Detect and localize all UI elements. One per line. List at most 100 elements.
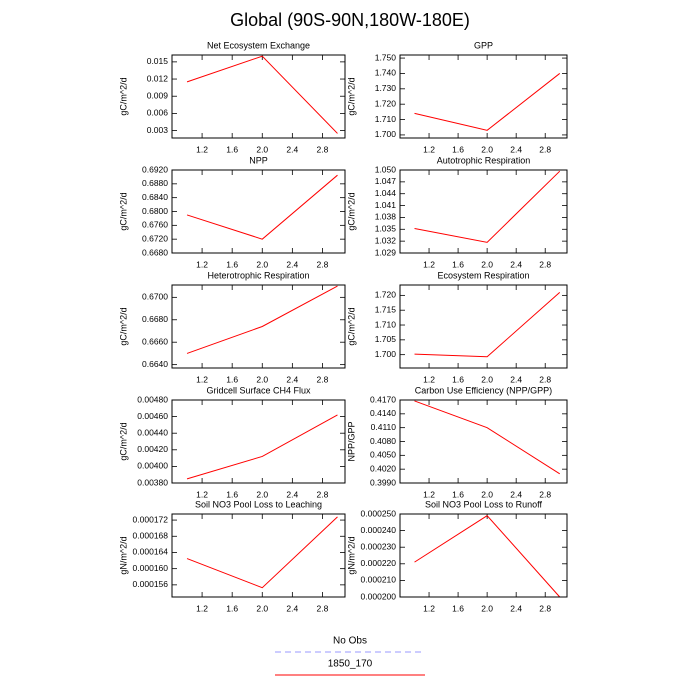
panel-title: Soil NO3 Pool Loss to Runoff bbox=[425, 499, 542, 509]
y-tick-label: 0.015 bbox=[147, 56, 169, 66]
y-tick-label: 1.730 bbox=[375, 83, 397, 93]
data-line bbox=[186, 516, 338, 589]
y-tick-label: 1.720 bbox=[375, 290, 397, 300]
y-tick-label: 0.00460 bbox=[137, 411, 168, 421]
x-tick-label: 2.0 bbox=[481, 144, 493, 154]
legend-label: No Obs bbox=[333, 636, 367, 647]
x-tick-label: 2.0 bbox=[256, 603, 268, 613]
data-line bbox=[414, 170, 561, 243]
y-tick-label: 0.00400 bbox=[137, 461, 168, 471]
panel: Soil NO3 Pool Loss to Leaching gN/m^2/d 0.… bbox=[118, 499, 346, 613]
x-tick-label: 1.2 bbox=[196, 144, 208, 154]
y-tick-label: 0.3990 bbox=[370, 477, 396, 487]
y-axis-label: NPP/GPP bbox=[346, 421, 356, 461]
x-tick-label: 2.8 bbox=[317, 489, 329, 499]
x-tick-label: 2.8 bbox=[317, 374, 329, 384]
y-tick-label: 0.6700 bbox=[142, 292, 168, 302]
y-axis-label: gN/m^2/d bbox=[346, 536, 356, 574]
x-tick-label: 1.2 bbox=[423, 603, 435, 613]
y-tick-label: 0.000220 bbox=[361, 558, 397, 568]
x-tick-label: 2.0 bbox=[481, 603, 493, 613]
x-tick-label: 2.8 bbox=[539, 374, 551, 384]
x-tick-label: 1.2 bbox=[196, 489, 208, 499]
plot-frame bbox=[171, 513, 346, 598]
y-axis-label: gC/m^2/d bbox=[118, 422, 128, 460]
x-tick-label: 2.4 bbox=[510, 374, 522, 384]
y-tick-label: 1.705 bbox=[375, 334, 397, 344]
y-tick-label: 1.700 bbox=[375, 349, 397, 359]
y-tick-label: 0.6680 bbox=[142, 247, 168, 257]
panel-title: GPP bbox=[474, 40, 493, 50]
y-tick-label: 0.000250 bbox=[361, 508, 397, 518]
plot-frame bbox=[399, 399, 568, 484]
y-tick-label: 0.00440 bbox=[137, 427, 168, 437]
y-tick-label: 0.000240 bbox=[361, 525, 397, 535]
plot-frame bbox=[171, 284, 346, 369]
y-tick-label: 0.009 bbox=[147, 90, 169, 100]
x-tick-label: 1.6 bbox=[226, 489, 238, 499]
y-axis-label: gN/m^2/d bbox=[118, 536, 128, 574]
x-tick-label: 1.6 bbox=[452, 374, 464, 384]
y-tick-label: 0.012 bbox=[147, 73, 169, 83]
y-tick-label: 0.6800 bbox=[142, 206, 168, 216]
y-axis-label: gC/m^2/d bbox=[346, 77, 356, 115]
y-tick-label: 0.4050 bbox=[370, 450, 396, 460]
x-tick-label: 1.2 bbox=[423, 144, 435, 154]
x-tick-label: 1.6 bbox=[226, 144, 238, 154]
y-tick-label: 0.000156 bbox=[133, 579, 169, 589]
data-line bbox=[186, 414, 338, 480]
panel: NPP gC/m^2/d 0.6680 0.6720 0.6760 0.6800 0.684… bbox=[118, 155, 346, 269]
x-tick-label: 2.8 bbox=[539, 489, 551, 499]
panel-title: Carbon Use Efficiency (NPP/GPP) bbox=[415, 385, 552, 395]
x-tick-label: 2.0 bbox=[256, 259, 268, 269]
x-tick-label: 2.0 bbox=[256, 489, 268, 499]
y-tick-label: 1.710 bbox=[375, 319, 397, 329]
y-tick-label: 0.00420 bbox=[137, 444, 168, 454]
x-tick-label: 2.8 bbox=[539, 144, 551, 154]
y-tick-label: 0.000230 bbox=[361, 541, 397, 551]
x-tick-label: 1.2 bbox=[196, 374, 208, 384]
x-tick-label: 1.2 bbox=[196, 603, 208, 613]
x-tick-label: 2.4 bbox=[286, 603, 298, 613]
y-tick-label: 0.006 bbox=[147, 108, 169, 118]
y-tick-label: 1.029 bbox=[375, 247, 397, 257]
panel-title: Gridcell Surface CH4 Flux bbox=[206, 385, 311, 395]
x-tick-label: 1.6 bbox=[226, 259, 238, 269]
y-tick-label: 1.041 bbox=[375, 200, 397, 210]
plot-frame bbox=[171, 399, 346, 484]
y-tick-label: 0.000200 bbox=[361, 591, 397, 601]
y-tick-label: 1.050 bbox=[375, 164, 397, 174]
data-line bbox=[414, 400, 561, 475]
x-tick-label: 2.0 bbox=[256, 144, 268, 154]
x-tick-label: 1.2 bbox=[196, 259, 208, 269]
x-tick-label: 1.6 bbox=[452, 603, 464, 613]
y-tick-label: 0.00380 bbox=[137, 477, 168, 487]
panel: Net Ecosystem Exchange gC/m^2/d 0.003 0.006… bbox=[118, 40, 346, 154]
y-tick-label: 1.700 bbox=[375, 129, 397, 139]
y-tick-label: 1.750 bbox=[375, 52, 397, 62]
y-tick-label: 0.4110 bbox=[371, 422, 397, 432]
data-line bbox=[186, 285, 338, 354]
y-tick-label: 0.000168 bbox=[133, 531, 169, 541]
y-tick-label: 0.000210 bbox=[361, 575, 397, 585]
y-tick-label: 0.4170 bbox=[370, 394, 396, 404]
page-title: Global (90S-90N,180W-180E) bbox=[230, 10, 470, 30]
y-tick-label: 1.720 bbox=[375, 98, 397, 108]
y-tick-label: 0.6760 bbox=[142, 220, 168, 230]
plot-frame bbox=[399, 54, 568, 139]
y-tick-label: 1.038 bbox=[375, 212, 397, 222]
y-tick-label: 1.047 bbox=[375, 176, 397, 186]
panel: Gridcell Surface CH4 Flux gC/m^2/d 0.00380… bbox=[118, 385, 346, 499]
x-tick-label: 2.4 bbox=[286, 374, 298, 384]
y-tick-label: 0.6920 bbox=[142, 164, 168, 174]
data-line bbox=[186, 55, 338, 134]
x-tick-label: 1.2 bbox=[423, 374, 435, 384]
x-tick-label: 1.6 bbox=[452, 489, 464, 499]
x-tick-label: 1.6 bbox=[226, 603, 238, 613]
x-tick-label: 2.4 bbox=[510, 603, 522, 613]
x-tick-label: 1.6 bbox=[452, 144, 464, 154]
y-tick-label: 1.032 bbox=[375, 235, 397, 245]
y-tick-label: 0.6720 bbox=[142, 233, 168, 243]
y-tick-label: 0.4080 bbox=[370, 436, 396, 446]
